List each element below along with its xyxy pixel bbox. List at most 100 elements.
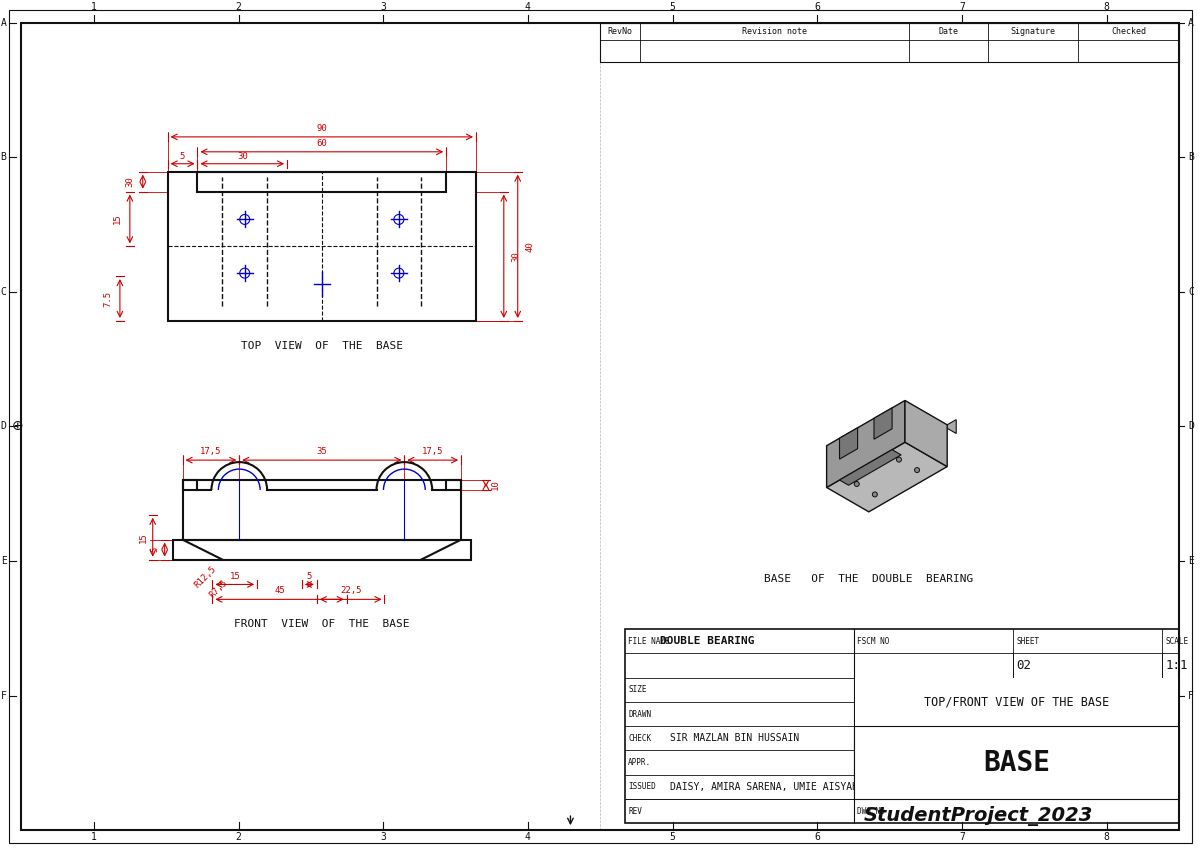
Text: C: C: [1, 287, 6, 297]
Text: FILE NAME: FILE NAME: [628, 637, 670, 646]
Text: F: F: [1, 690, 6, 700]
Text: 15: 15: [229, 572, 240, 582]
Text: 5: 5: [180, 152, 185, 161]
Text: R7,5: R7,5: [208, 578, 229, 600]
Text: 17,5: 17,5: [200, 447, 222, 456]
Text: E: E: [1188, 556, 1194, 566]
Text: 40: 40: [526, 241, 535, 252]
Polygon shape: [840, 449, 901, 485]
Text: 17,5: 17,5: [422, 447, 444, 456]
Text: StudentProject_2023: StudentProject_2023: [864, 806, 1093, 826]
Text: SHEET: SHEET: [1016, 637, 1039, 646]
Text: 35: 35: [317, 447, 328, 456]
Text: 15: 15: [113, 214, 122, 225]
Bar: [173, 539, 470, 560]
Text: 5: 5: [151, 547, 160, 552]
Text: D: D: [1, 421, 6, 432]
Circle shape: [872, 492, 877, 497]
Text: 1: 1: [91, 2, 97, 12]
Text: 3: 3: [380, 832, 386, 842]
Text: SIZE: SIZE: [628, 685, 647, 695]
Text: 6: 6: [815, 2, 821, 12]
Text: 5: 5: [670, 2, 676, 12]
Text: 8: 8: [1104, 2, 1110, 12]
Text: A: A: [1, 18, 6, 27]
Text: 4: 4: [524, 2, 530, 12]
Text: 2: 2: [235, 832, 241, 842]
Polygon shape: [874, 408, 892, 439]
Text: 1: 1: [91, 832, 97, 842]
Text: 7.5: 7.5: [103, 291, 112, 307]
Text: SCALE: SCALE: [1165, 637, 1188, 646]
Text: CHECK: CHECK: [628, 734, 652, 743]
Text: A: A: [1188, 18, 1194, 27]
Text: 8: 8: [1104, 832, 1110, 842]
Circle shape: [854, 482, 859, 487]
Text: 30: 30: [236, 152, 247, 161]
Text: Date: Date: [938, 27, 959, 36]
Circle shape: [896, 457, 901, 462]
Bar: [854, 726, 1180, 799]
Text: 5: 5: [307, 572, 312, 582]
Text: RevNo: RevNo: [607, 27, 632, 36]
Text: B: B: [1188, 152, 1194, 162]
Text: R12,5: R12,5: [192, 565, 218, 590]
Text: FSCM NO: FSCM NO: [857, 637, 889, 646]
Polygon shape: [905, 400, 947, 466]
Text: 6: 6: [815, 832, 821, 842]
Text: F: F: [1188, 690, 1194, 700]
Text: Signature: Signature: [1010, 27, 1056, 36]
Text: 60: 60: [317, 139, 328, 148]
Text: 30: 30: [511, 251, 521, 262]
Text: Checked: Checked: [1111, 27, 1146, 36]
Text: D: D: [1188, 421, 1194, 432]
Text: 3: 3: [380, 2, 386, 12]
Bar: [182, 480, 461, 539]
Text: 7: 7: [959, 832, 965, 842]
Text: DOUBLE BEARING: DOUBLE BEARING: [660, 636, 755, 646]
Text: TOP/FRONT VIEW OF THE BASE: TOP/FRONT VIEW OF THE BASE: [924, 695, 1109, 708]
Text: 1:1: 1:1: [1165, 659, 1188, 672]
Text: 2: 2: [235, 2, 241, 12]
Text: 7: 7: [959, 2, 965, 12]
Text: SIR MAZLAN BIN HUSSAIN: SIR MAZLAN BIN HUSSAIN: [670, 734, 799, 744]
Text: DAISY, AMIRA SARENA, UMIE AISYAH: DAISY, AMIRA SARENA, UMIE AISYAH: [670, 782, 858, 792]
Bar: [168, 171, 476, 321]
Text: DRAWN: DRAWN: [628, 710, 652, 718]
Text: REV: REV: [628, 806, 642, 816]
Text: C: C: [1188, 287, 1194, 297]
Text: 02: 02: [1016, 659, 1031, 672]
Text: FRONT  VIEW  OF  THE  BASE: FRONT VIEW OF THE BASE: [234, 619, 409, 629]
Polygon shape: [827, 442, 947, 512]
Text: 10: 10: [491, 480, 500, 490]
Text: ⊕: ⊕: [12, 419, 23, 433]
Bar: [854, 678, 1178, 726]
Text: TOP  VIEW  OF  THE  BASE: TOP VIEW OF THE BASE: [241, 341, 403, 351]
Bar: [446, 480, 461, 490]
Text: E: E: [1, 556, 6, 566]
Text: 22,5: 22,5: [340, 586, 361, 595]
Text: APPR.: APPR.: [628, 758, 652, 767]
Text: BASE   OF  THE  DOUBLE  BEARING: BASE OF THE DOUBLE BEARING: [764, 574, 973, 584]
Polygon shape: [905, 409, 956, 433]
Text: 45: 45: [274, 586, 284, 595]
Polygon shape: [840, 427, 858, 459]
Bar: [625, 629, 1180, 823]
Circle shape: [914, 467, 919, 472]
Text: B: B: [1, 152, 6, 162]
Text: 4: 4: [524, 832, 530, 842]
Text: BASE: BASE: [983, 749, 1050, 777]
Text: BASE: BASE: [857, 728, 911, 748]
Text: DWG NO: DWG NO: [857, 806, 884, 816]
Bar: [182, 480, 198, 490]
Text: TOP/FRONT VIEW OF THE BASE: TOP/FRONT VIEW OF THE BASE: [857, 685, 1032, 695]
Text: 5: 5: [670, 832, 676, 842]
Text: Revision note: Revision note: [742, 27, 806, 36]
Text: 15: 15: [139, 532, 148, 543]
Bar: [198, 171, 446, 192]
Text: ISSUED: ISSUED: [628, 782, 656, 791]
Bar: [600, 23, 1180, 62]
Polygon shape: [827, 400, 905, 488]
Text: 90: 90: [317, 124, 328, 133]
Bar: [854, 727, 1178, 799]
